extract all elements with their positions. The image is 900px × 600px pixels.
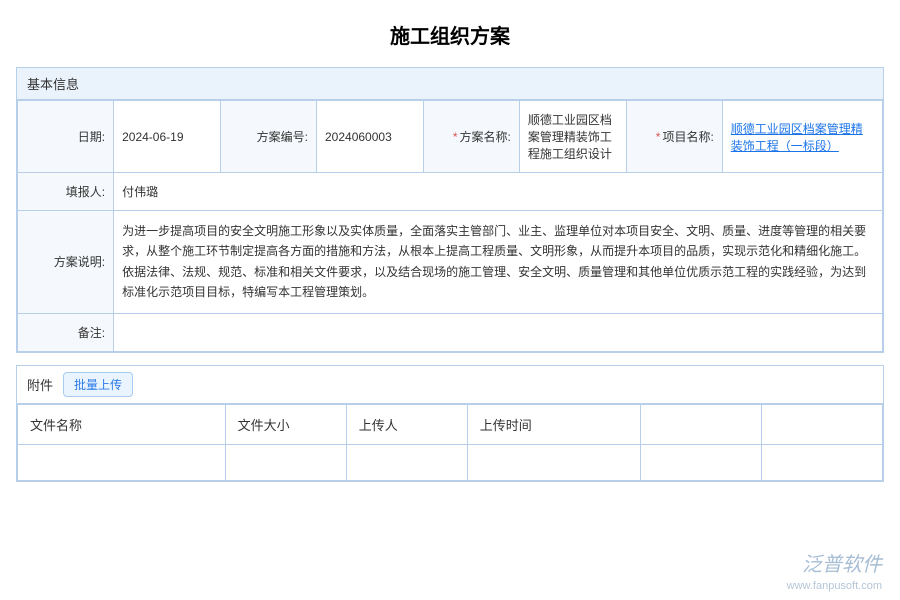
- basic-info-section: 基本信息 日期: 2024-06-19 方案编号: 2024060003 *方案…: [16, 67, 884, 353]
- plan-no-label: 方案编号:: [220, 101, 316, 173]
- description-label: 方案说明:: [18, 211, 114, 314]
- plan-name-value: 顺德工业园区档案管理精装饰工程施工组织设计: [519, 101, 626, 173]
- table-row: 备注:: [18, 313, 883, 351]
- project-name-link[interactable]: 顺德工业园区档案管理精装饰工程（一标段）: [731, 122, 863, 153]
- table-row: 填报人: 付伟璐: [18, 173, 883, 211]
- attachments-label: 附件: [27, 375, 53, 394]
- col-filesize: 文件大小: [225, 404, 346, 444]
- project-name-cell: 顺德工业园区档案管理精装饰工程（一标段）: [722, 101, 882, 173]
- table-row: [18, 444, 883, 480]
- watermark: 泛普软件 www.fanpusoft.com: [787, 551, 882, 594]
- col-empty-1: [640, 404, 761, 444]
- empty-cell: [18, 444, 226, 480]
- attachments-table: 文件名称 文件大小 上传人 上传时间: [17, 404, 883, 481]
- remark-label: 备注:: [18, 313, 114, 351]
- attachments-section: 附件 批量上传 文件名称 文件大小 上传人 上传时间: [16, 365, 884, 482]
- reporter-value: 付伟璐: [114, 173, 883, 211]
- plan-no-value: 2024060003: [317, 101, 424, 173]
- plan-name-label-text: 方案名称:: [460, 130, 511, 144]
- date-value: 2024-06-19: [114, 101, 221, 173]
- remark-value: [114, 313, 883, 351]
- col-uploader: 上传人: [346, 404, 467, 444]
- basic-info-table: 日期: 2024-06-19 方案编号: 2024060003 *方案名称: 顺…: [17, 100, 883, 352]
- page-title: 施工组织方案: [16, 8, 884, 67]
- col-empty-2: [761, 404, 882, 444]
- col-filename: 文件名称: [18, 404, 226, 444]
- table-header-row: 文件名称 文件大小 上传人 上传时间: [18, 404, 883, 444]
- col-upload-time: 上传时间: [467, 404, 640, 444]
- basic-info-header: 基本信息: [17, 68, 883, 100]
- empty-cell: [346, 444, 467, 480]
- empty-cell: [761, 444, 882, 480]
- attachments-header: 附件 批量上传: [17, 366, 883, 404]
- plan-name-label: *方案名称:: [423, 101, 519, 173]
- table-row: 方案说明: 为进一步提高项目的安全文明施工形象以及实体质量，全面落实主管部门、业…: [18, 211, 883, 314]
- reporter-label: 填报人:: [18, 173, 114, 211]
- required-marker: *: [453, 130, 458, 144]
- empty-cell: [640, 444, 761, 480]
- required-marker: *: [656, 130, 661, 144]
- watermark-brand: 泛普软件: [787, 551, 882, 579]
- project-name-label: *项目名称:: [626, 101, 722, 173]
- project-name-label-text: 项目名称:: [662, 130, 713, 144]
- batch-upload-button[interactable]: 批量上传: [63, 372, 133, 397]
- date-label: 日期:: [18, 101, 114, 173]
- watermark-url: www.fanpusoft.com: [787, 579, 882, 594]
- empty-cell: [225, 444, 346, 480]
- empty-cell: [467, 444, 640, 480]
- table-row: 日期: 2024-06-19 方案编号: 2024060003 *方案名称: 顺…: [18, 101, 883, 173]
- description-value: 为进一步提高项目的安全文明施工形象以及实体质量，全面落实主管部门、业主、监理单位…: [114, 211, 883, 314]
